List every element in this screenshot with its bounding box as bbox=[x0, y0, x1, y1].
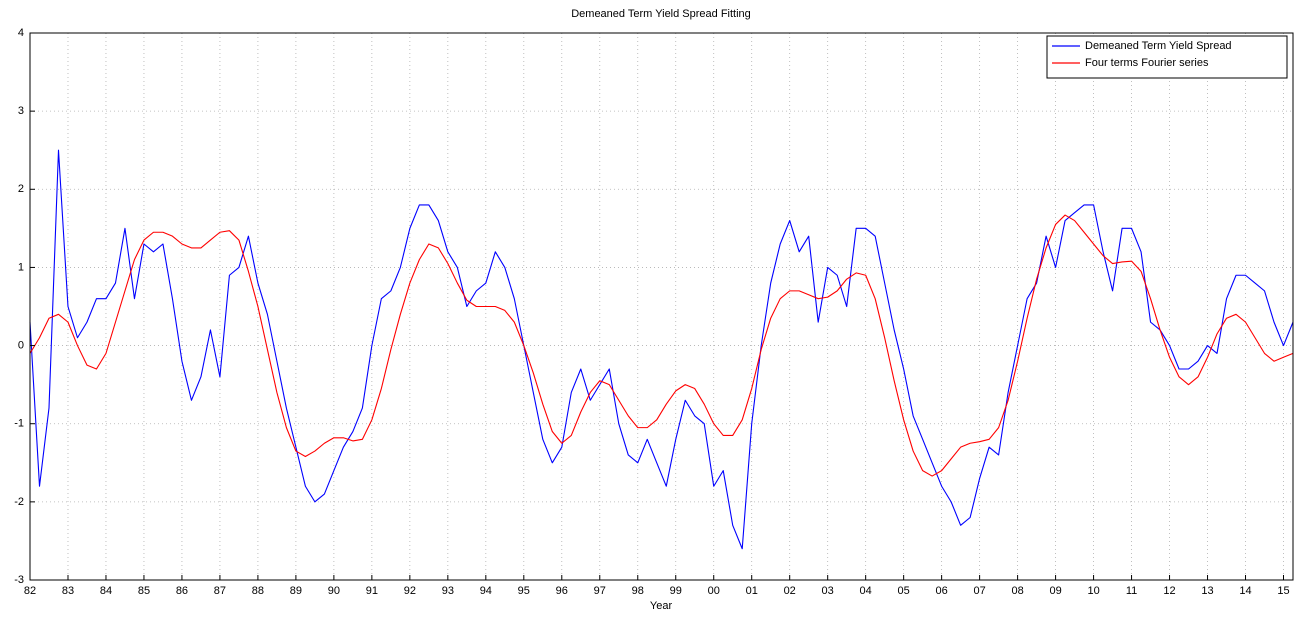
x-tick-label: 11 bbox=[1126, 585, 1137, 597]
x-tick-label: 89 bbox=[290, 585, 302, 597]
x-tick-label: 03 bbox=[822, 585, 834, 597]
x-tick-label: 05 bbox=[898, 585, 910, 597]
x-tick-label: 14 bbox=[1239, 585, 1251, 597]
x-tick-label: 12 bbox=[1163, 585, 1175, 597]
x-tick-label: 88 bbox=[252, 585, 264, 597]
x-tick-label: 82 bbox=[24, 585, 36, 597]
x-tick-label: 93 bbox=[442, 585, 454, 597]
chart-title: Demeaned Term Yield Spread Fitting bbox=[571, 8, 751, 20]
x-tick-label: 85 bbox=[138, 585, 150, 597]
x-tick-label: 95 bbox=[518, 585, 530, 597]
y-tick-label: 3 bbox=[18, 105, 24, 117]
x-tick-label: 83 bbox=[62, 585, 74, 597]
y-tick-label: 0 bbox=[18, 339, 24, 351]
lines bbox=[29, 149, 1294, 550]
x-tick-label: 01 bbox=[746, 585, 758, 597]
series-line bbox=[29, 214, 1294, 477]
x-tick-label: 90 bbox=[328, 585, 340, 597]
x-tick-label: 04 bbox=[860, 585, 872, 597]
x-tick-label: 94 bbox=[480, 585, 492, 597]
x-tick-label: 13 bbox=[1201, 585, 1213, 597]
legend-label: Demeaned Term Yield Spread bbox=[1085, 40, 1232, 52]
y-tick-label: 2 bbox=[18, 183, 24, 195]
x-tick-label: 09 bbox=[1049, 585, 1061, 597]
x-tick-label: 02 bbox=[784, 585, 796, 597]
x-tick-label: 06 bbox=[936, 585, 948, 597]
legend-box bbox=[1046, 35, 1288, 79]
x-axis-label: Year bbox=[650, 600, 673, 612]
legend-label: Four terms Fourier series bbox=[1085, 57, 1209, 69]
x-tick-label: 84 bbox=[100, 585, 112, 597]
y-tick-label: 4 bbox=[18, 27, 24, 39]
x-tick-label: 08 bbox=[1011, 585, 1023, 597]
x-tick-label: 86 bbox=[176, 585, 188, 597]
y-tick-label: 1 bbox=[18, 261, 24, 273]
x-tick-label: 99 bbox=[670, 585, 682, 597]
x-tick-label: 92 bbox=[404, 585, 416, 597]
x-tick-label: 10 bbox=[1087, 585, 1099, 597]
x-tick-label: 98 bbox=[632, 585, 644, 597]
plot-frame bbox=[29, 32, 1294, 581]
x-tick-label: 87 bbox=[214, 585, 226, 597]
x-tick-label: 00 bbox=[708, 585, 720, 597]
y-tick-label: -2 bbox=[14, 496, 24, 508]
x-tick-label: 15 bbox=[1277, 585, 1289, 597]
series-line bbox=[29, 149, 1294, 550]
x-tick-label: 97 bbox=[594, 585, 606, 597]
y-tick-label: -1 bbox=[14, 418, 24, 430]
x-tick-label: 96 bbox=[556, 585, 568, 597]
y-tick-label: -3 bbox=[14, 574, 24, 586]
x-tick-label: 07 bbox=[973, 585, 985, 597]
x-tick-label: 91 bbox=[366, 585, 378, 597]
legend: Demeaned Term Yield Spread Four terms Fou… bbox=[1046, 35, 1288, 79]
